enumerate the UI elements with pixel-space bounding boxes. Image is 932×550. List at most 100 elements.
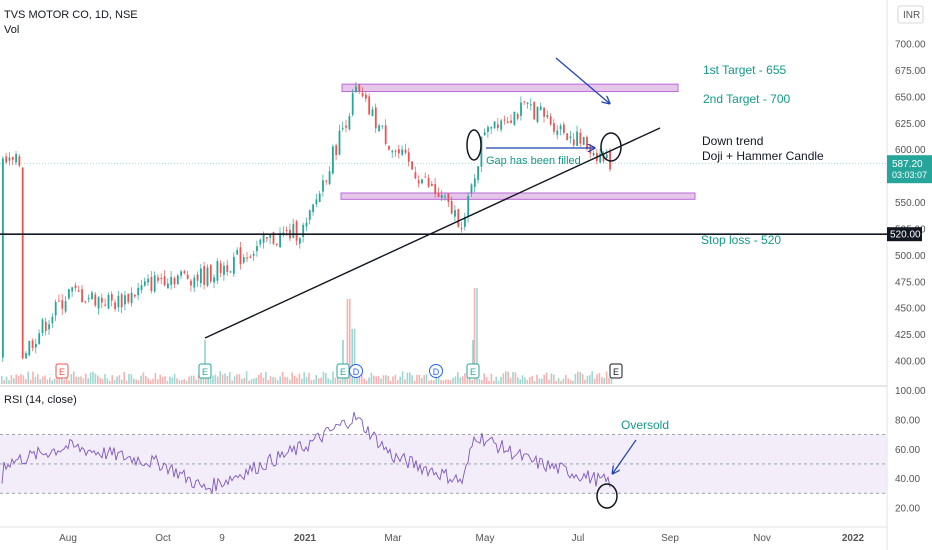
event-label: D: [353, 367, 360, 377]
time-tick-label: May: [476, 533, 495, 544]
candle-body: [256, 246, 258, 252]
volume-bar: [394, 374, 397, 384]
volume-bar: [188, 376, 190, 384]
candle-body: [101, 297, 103, 303]
candle-body: [470, 184, 473, 193]
volume-bar: [212, 375, 214, 384]
candle-body: [434, 184, 437, 194]
candle-body: [28, 341, 31, 356]
candle-body: [506, 121, 509, 123]
candle-body: [563, 124, 565, 133]
volume-bar: [195, 379, 197, 384]
candle-body: [41, 319, 44, 334]
volume-bar: [596, 374, 598, 384]
down-trend-text: Down trend: [702, 134, 764, 148]
volume-bar: [365, 380, 368, 384]
volume-bar: [94, 373, 97, 384]
candle-body: [216, 261, 219, 281]
volume-bar: [154, 373, 157, 384]
candle-body: [127, 293, 130, 303]
volume-bar: [303, 372, 305, 384]
volume-bar: [416, 374, 418, 384]
volume-bar: [207, 376, 209, 384]
candle-body: [493, 121, 496, 128]
price-tick-label: 675.00: [895, 66, 926, 77]
volume-bar: [260, 372, 262, 384]
volume-bar: [380, 378, 382, 384]
candle-body: [444, 196, 446, 198]
volume-bar: [401, 371, 404, 384]
volume-bar: [17, 376, 20, 384]
volume-bar: [507, 371, 509, 384]
candle-body: [130, 292, 133, 304]
volume-bar: [178, 380, 181, 384]
volume-bar: [409, 372, 411, 384]
candle-body: [374, 107, 377, 129]
volume-bar: [221, 374, 224, 384]
candle-body: [520, 102, 522, 116]
volume-bar: [142, 372, 145, 384]
volume-bar: [301, 378, 303, 384]
volume-bar: [101, 378, 104, 384]
candle-body: [35, 343, 37, 348]
candle-body: [361, 92, 364, 97]
volume-bar: [89, 372, 92, 384]
volume-bar: [133, 378, 135, 384]
volume-bar: [399, 376, 401, 384]
volume-bar: [433, 380, 435, 384]
volume-bar: [334, 377, 337, 384]
volume-bar: [85, 373, 87, 384]
volume-bar: [567, 378, 569, 384]
volume-bar: [37, 374, 39, 384]
time-tick-label: Mar: [384, 533, 402, 544]
candle-body: [196, 274, 199, 281]
volume-bar: [128, 373, 130, 384]
volume-bar: [22, 375, 25, 384]
candle-body: [411, 161, 413, 170]
candle-body: [223, 265, 225, 275]
gap-note-text: Gap has been filled: [486, 155, 581, 167]
volume-bar: [171, 377, 173, 384]
volume-bar: [147, 378, 149, 384]
volume-bar: [377, 376, 380, 384]
volume-bar: [214, 374, 217, 384]
candle-body: [54, 302, 57, 316]
candle-body: [543, 107, 545, 117]
volume-bar: [161, 376, 164, 384]
volume-bar: [591, 371, 593, 384]
candle-body: [549, 116, 552, 125]
volume-bar: [445, 379, 447, 384]
volume-bar: [598, 373, 601, 384]
candle-body: [398, 149, 400, 154]
hammer-circle: [600, 132, 622, 162]
candle-body: [480, 136, 483, 167]
candle-body: [48, 324, 50, 330]
candle-body: [107, 295, 110, 309]
volume-bar: [164, 376, 166, 384]
rsi-line: [1, 411, 611, 495]
candle-body: [229, 271, 232, 273]
candle-body: [150, 276, 153, 291]
candle-body: [483, 132, 486, 136]
candle-body: [325, 180, 328, 182]
volume-bar: [310, 380, 313, 384]
price-tick-label: 600.00: [895, 145, 926, 156]
volume-bar: [361, 372, 363, 384]
volume-bar: [123, 372, 125, 384]
volume-bar: [382, 375, 385, 384]
volume-bar: [15, 374, 17, 384]
volume-bar: [68, 380, 70, 384]
volume-bar: [545, 372, 548, 384]
volume-bar: [313, 379, 315, 384]
event-marker: [429, 364, 443, 378]
candle-body: [157, 277, 159, 281]
candle-body: [285, 229, 288, 231]
candle-body: [464, 216, 466, 227]
volume-bar: [250, 379, 253, 384]
volume-bar: [70, 374, 73, 384]
volume-bar: [425, 374, 428, 384]
volume-bar: [466, 374, 469, 384]
volume-bar: [589, 375, 591, 384]
volume-bar: [418, 374, 421, 384]
